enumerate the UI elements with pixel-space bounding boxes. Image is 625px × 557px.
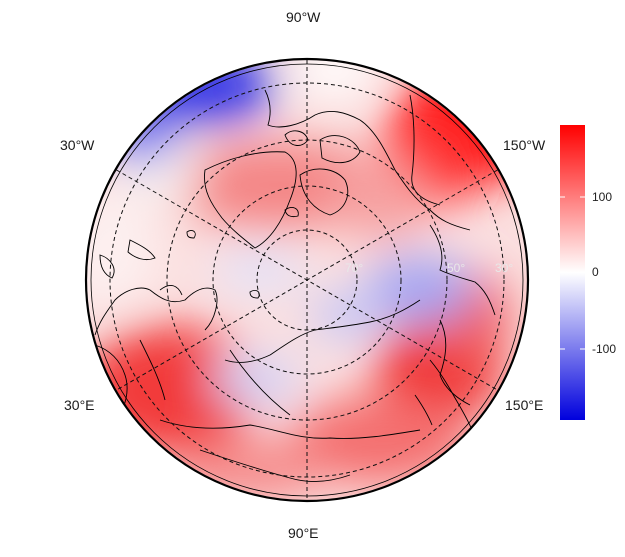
colorbar-label-0: 0 (592, 265, 599, 279)
lat-label-50: 50° (447, 261, 465, 275)
lon-label-lower-left: 30°E (64, 397, 95, 413)
coastlines (94, 89, 496, 482)
colorbar-label-neg100: -100 (592, 342, 616, 356)
lon-label-upper-right: 150°W (503, 137, 546, 153)
lat-label-70: 70° (345, 261, 363, 275)
colorbar-label-100: 100 (592, 190, 612, 204)
lon-label-bottom: 90°E (288, 525, 319, 541)
colorbar: 100 0 -100 (560, 125, 616, 420)
anomaly-field (87, 60, 527, 500)
lat-label-30: 30° (495, 261, 513, 275)
graticule (109, 60, 505, 500)
map-border (84, 57, 530, 503)
lon-label-top: 90°W (286, 9, 321, 25)
lon-label-lower-right: 150°E (505, 397, 544, 413)
lat-circle-80 (256, 229, 358, 331)
map-inner-border (90, 63, 524, 497)
meridian-150w-30e (116, 169, 498, 391)
lon-label-upper-left: 30°W (60, 137, 95, 153)
